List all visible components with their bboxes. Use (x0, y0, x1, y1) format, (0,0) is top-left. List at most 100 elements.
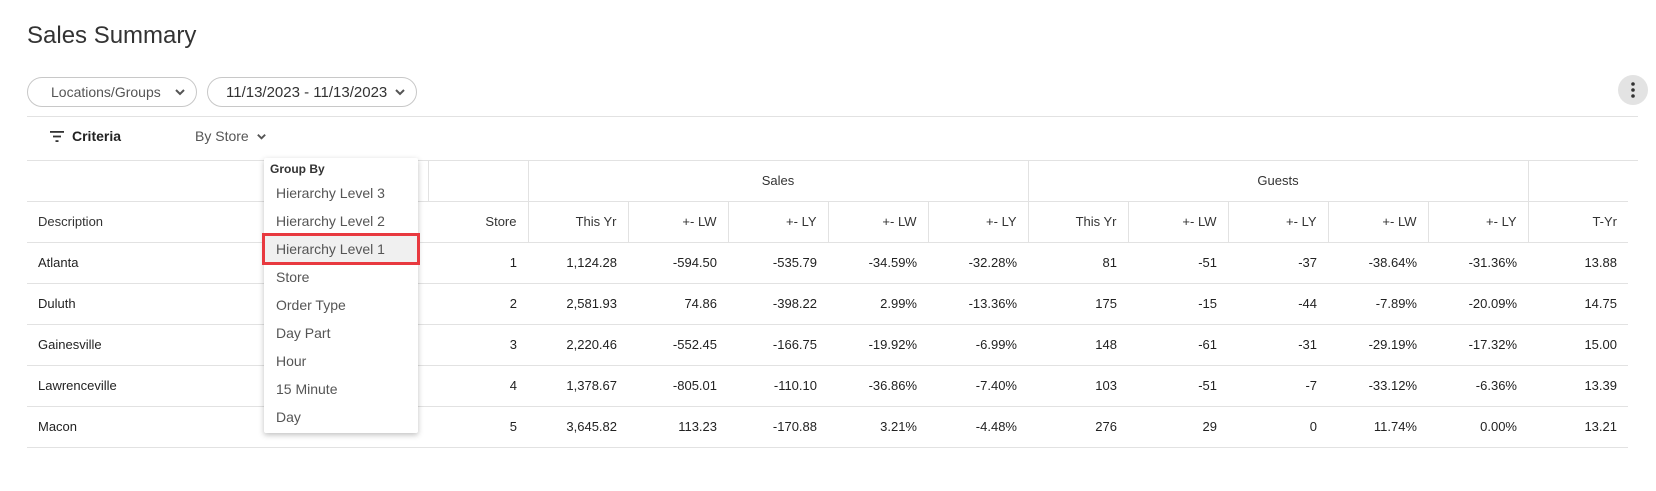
cell-store: 5 (428, 406, 528, 448)
menu-item-day[interactable]: Day (276, 409, 301, 425)
menu-item-hierarchy-level-3[interactable]: Hierarchy Level 3 (276, 185, 385, 201)
cell-guests-lw: -61 (1128, 324, 1228, 366)
cell-sales-ly-pct: -13.36% (928, 283, 1028, 325)
column-header-sales-lw-pct[interactable]: +- LW (827, 200, 928, 243)
cell-sales-ly: -398.22 (728, 283, 828, 325)
cell-guests-ly: -31 (1228, 324, 1328, 366)
column-header-store[interactable]: Store (428, 200, 528, 243)
cell-sales-ly-pct: -4.48% (928, 406, 1028, 448)
group-by-select[interactable]: By Store (195, 128, 267, 144)
cell-guests-ly-pct: -17.32% (1428, 324, 1528, 366)
group-header-sales: Sales (527, 161, 1028, 201)
menu-item-day-part[interactable]: Day Part (276, 325, 331, 341)
divider (27, 160, 1638, 161)
cell-sales-this-yr: 3,645.82 (528, 406, 628, 448)
chevron-down-icon (395, 89, 405, 96)
table-row: Duluth 2 2,581.93 74.86 -398.22 2.99% -1… (27, 283, 1628, 325)
column-header-sales-lw[interactable]: +- LW (627, 200, 728, 243)
cell-sales-ly: -170.88 (728, 406, 828, 448)
group-by-selected: By Store (195, 128, 249, 144)
cell-guests-lw-pct: -7.89% (1328, 283, 1428, 325)
group-header-empty (427, 161, 528, 201)
cell-guests-lw-pct: -33.12% (1328, 365, 1428, 407)
date-range-label: 11/13/2023 - 11/13/2023 (226, 83, 388, 101)
cell-sales-lw-pct: -19.92% (828, 324, 928, 366)
group-by-menu-header: Group By (270, 162, 325, 176)
filter-icon (50, 130, 64, 142)
chevron-down-icon (256, 133, 266, 140)
menu-item-store[interactable]: Store (276, 269, 310, 285)
cell-guests-lw-pct: -38.64% (1328, 242, 1428, 284)
cell-sales-ly-pct: -32.28% (928, 242, 1028, 284)
column-header-sales-ly-pct[interactable]: +- LY (927, 200, 1028, 243)
cell-guests-ly: 0 (1228, 406, 1328, 448)
locations-groups-dropdown[interactable]: Locations/Groups (27, 77, 197, 107)
cell-guests-ly: -37 (1228, 242, 1328, 284)
cell-store: 1 (428, 242, 528, 284)
cell-guests-lw-pct: -29.19% (1328, 324, 1428, 366)
cell-sales-lw: -805.01 (628, 365, 728, 407)
cell-sales-lw: -594.50 (628, 242, 728, 284)
cell-guests-ly-pct: -6.36% (1428, 365, 1528, 407)
cell-guests-ly: -7 (1228, 365, 1328, 407)
cell-t-yr: 13.21 (1528, 406, 1628, 448)
menu-item-15-minute[interactable]: 15 Minute (276, 381, 338, 397)
cell-sales-lw-pct: -36.86% (828, 365, 928, 407)
menu-item-hierarchy-level-2[interactable]: Hierarchy Level 2 (276, 213, 385, 229)
cell-t-yr: 13.88 (1528, 242, 1628, 284)
cell-sales-ly-pct: -6.99% (928, 324, 1028, 366)
column-header-sales-ly[interactable]: +- LY (727, 200, 828, 243)
more-vertical-icon (1631, 82, 1635, 98)
cell-sales-ly: -535.79 (728, 242, 828, 284)
cell-guests-lw-pct: 11.74% (1328, 406, 1428, 448)
cell-sales-this-yr: 2,581.93 (528, 283, 628, 325)
column-header-guests-lw-pct[interactable]: +- LW (1327, 200, 1428, 243)
cell-sales-this-yr: 1,378.67 (528, 365, 628, 407)
criteria-label: Criteria (72, 128, 122, 144)
cell-sales-ly: -166.75 (728, 324, 828, 366)
cell-t-yr: 14.75 (1528, 283, 1628, 325)
menu-item-hour[interactable]: Hour (276, 353, 307, 369)
cell-sales-ly-pct: -7.40% (928, 365, 1028, 407)
cell-guests-ly-pct: 0.00% (1428, 406, 1528, 448)
cell-guests-this-yr: 81 (1028, 242, 1128, 284)
cell-sales-this-yr: 2,220.46 (528, 324, 628, 366)
cell-guests-lw: -51 (1128, 242, 1228, 284)
group-header-empty (1527, 161, 1628, 201)
menu-item-hierarchy-level-1[interactable]: Hierarchy Level 1 (262, 233, 420, 265)
date-range-picker[interactable]: 11/13/2023 - 11/13/2023 (207, 77, 417, 107)
table-row: Lawrenceville 4 1,378.67 -805.01 -110.10… (27, 365, 1628, 407)
cell-sales-lw-pct: 2.99% (828, 283, 928, 325)
cell-t-yr: 13.39 (1528, 365, 1628, 407)
more-options-button[interactable] (1618, 75, 1648, 105)
table-row: Atlanta 1 1,124.28 -594.50 -535.79 -34.5… (27, 242, 1628, 284)
cell-store: 2 (428, 283, 528, 325)
criteria-button[interactable]: Criteria (50, 128, 121, 144)
menu-item-order-type[interactable]: Order Type (276, 297, 346, 313)
cell-t-yr: 15.00 (1528, 324, 1628, 366)
column-header-guests-lw[interactable]: +- LW (1127, 200, 1228, 243)
cell-store: 3 (428, 324, 528, 366)
locations-groups-label: Locations/Groups (51, 84, 161, 100)
cell-sales-lw: -552.45 (628, 324, 728, 366)
column-header-sales-this-yr[interactable]: This Yr (527, 200, 628, 243)
divider (27, 116, 1638, 117)
cell-guests-lw: -15 (1128, 283, 1228, 325)
cell-guests-lw: 29 (1128, 406, 1228, 448)
group-header-guests: Guests (1027, 161, 1528, 201)
column-header-t-yr[interactable]: T-Yr (1527, 200, 1628, 243)
group-by-menu: Group By Hierarchy Level 3 Hierarchy Lev… (262, 158, 420, 433)
column-header-guests-this-yr[interactable]: This Yr (1027, 200, 1128, 243)
cell-guests-lw: -51 (1128, 365, 1228, 407)
cell-guests-ly-pct: -20.09% (1428, 283, 1528, 325)
column-header-guests-ly[interactable]: +- LY (1227, 200, 1328, 243)
page-title: Sales Summary (27, 22, 197, 49)
cell-guests-this-yr: 276 (1028, 406, 1128, 448)
cell-store: 4 (428, 365, 528, 407)
cell-guests-this-yr: 175 (1028, 283, 1128, 325)
column-header-guests-ly-pct[interactable]: +- LY (1427, 200, 1528, 243)
cell-sales-lw-pct: 3.21% (828, 406, 928, 448)
cell-sales-lw: 113.23 (628, 406, 728, 448)
cell-guests-this-yr: 148 (1028, 324, 1128, 366)
cell-guests-this-yr: 103 (1028, 365, 1128, 407)
